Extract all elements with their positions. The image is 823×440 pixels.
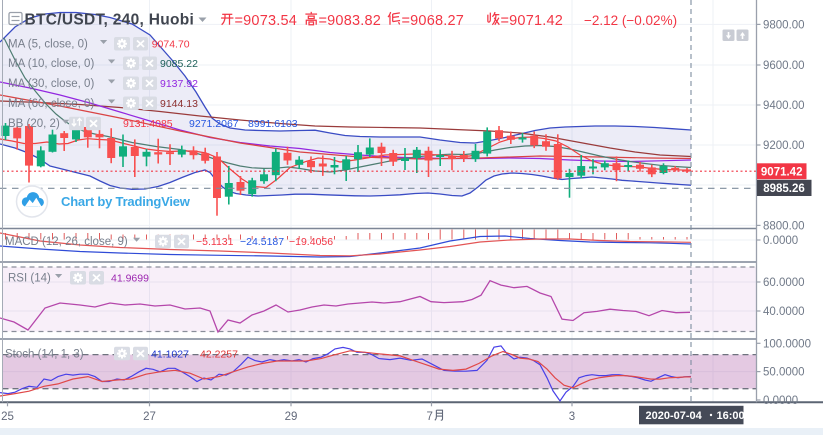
svg-text:9085.22: 9085.22 <box>160 58 198 70</box>
svg-text:BTC/USDT, 240, Huobi: BTC/USDT, 240, Huobi <box>25 12 195 29</box>
svg-text:9200.00: 9200.00 <box>763 140 805 152</box>
svg-text:8985.26: 8985.26 <box>763 183 805 195</box>
svg-text:−24.5187: −24.5187 <box>240 236 284 248</box>
svg-text:MA (10, close, 0): MA (10, close, 0) <box>8 58 94 70</box>
svg-text:41.9699: 41.9699 <box>111 273 149 285</box>
svg-text:16:00: 16:00 <box>717 410 745 422</box>
svg-text:0.0000: 0.0000 <box>763 235 798 247</box>
svg-text:25: 25 <box>1 411 14 423</box>
svg-text:0.0000: 0.0000 <box>763 395 798 407</box>
svg-text:27: 27 <box>143 411 156 423</box>
svg-text:9074.70: 9074.70 <box>152 39 190 51</box>
svg-text:BB (20, 2): BB (20, 2) <box>8 118 60 130</box>
svg-text:9137.92: 9137.92 <box>160 78 198 90</box>
svg-text:7: 7 <box>427 411 433 423</box>
svg-text:=9083.82: =9083.82 <box>319 13 381 29</box>
svg-text:41.1027: 41.1027 <box>151 348 189 360</box>
svg-text:−5.1131: −5.1131 <box>196 236 234 248</box>
svg-text:60.0000: 60.0000 <box>763 277 805 289</box>
svg-text:9144.13: 9144.13 <box>160 98 198 110</box>
svg-text:=9073.54: =9073.54 <box>235 13 297 29</box>
svg-text:8800.00: 8800.00 <box>763 220 805 232</box>
svg-text:9071.42: 9071.42 <box>761 166 803 178</box>
svg-text:9800.00: 9800.00 <box>763 19 805 31</box>
svg-text:2020-07-04: 2020-07-04 <box>646 410 703 422</box>
svg-text:−19.4056: −19.4056 <box>289 236 333 248</box>
svg-text:MACD (12, 26, close, 9): MACD (12, 26, close, 9) <box>5 236 128 248</box>
svg-text:9600.00: 9600.00 <box>763 60 805 72</box>
svg-text:MA (60, close, 0): MA (60, close, 0) <box>8 98 94 110</box>
svg-text:9400.00: 9400.00 <box>763 100 805 112</box>
svg-text:MA (30, close, 0): MA (30, close, 0) <box>8 78 94 90</box>
svg-text:3: 3 <box>569 411 575 423</box>
svg-text:9131.4085: 9131.4085 <box>123 118 173 130</box>
svg-text:100.0000: 100.0000 <box>763 338 811 350</box>
svg-text:50.0000: 50.0000 <box>763 367 805 379</box>
svg-text:Chart by TradingView: Chart by TradingView <box>61 194 191 209</box>
svg-text:8991.6103: 8991.6103 <box>248 118 298 130</box>
svg-text:42.2257: 42.2257 <box>200 348 238 360</box>
svg-text:Stoch (14, 1, 3): Stoch (14, 1, 3) <box>5 348 84 360</box>
svg-text:40.0000: 40.0000 <box>763 306 805 318</box>
svg-text:9271.2067: 9271.2067 <box>189 118 239 130</box>
svg-text:=9071.42: =9071.42 <box>501 13 563 29</box>
svg-text:−2.12 (−0.02%): −2.12 (−0.02%) <box>584 13 677 28</box>
svg-text:RSI (14): RSI (14) <box>8 273 51 285</box>
svg-text:MA (5, close, 0): MA (5, close, 0) <box>8 39 88 51</box>
svg-text:=9068.27: =9068.27 <box>402 13 464 29</box>
svg-text:29: 29 <box>285 411 298 423</box>
